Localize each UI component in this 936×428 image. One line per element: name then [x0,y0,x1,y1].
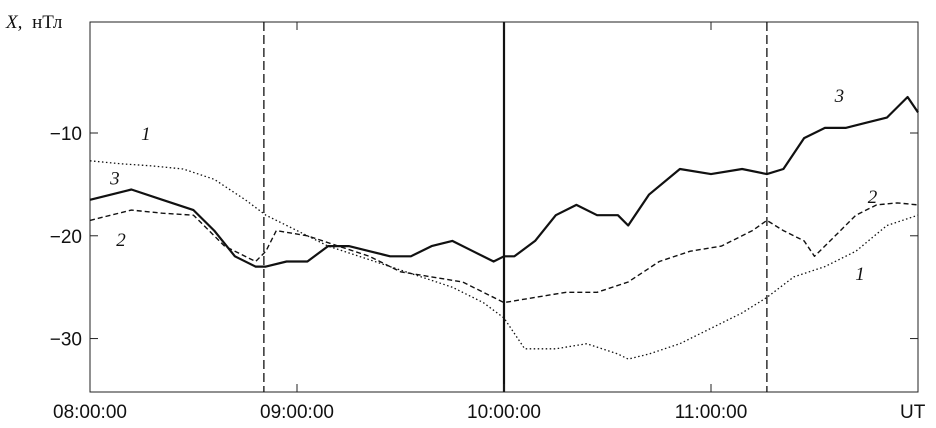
series-3-label: 3 [109,168,120,189]
axis-ticks: −10 −20 −30 08:00:00 09:00:00 10:00:00 11:00:0… [50,22,918,423]
series-1-label: 1 [855,264,865,285]
series-1-line [89,160,919,360]
y-axis-title: X, нТл [5,12,63,33]
series-3-label: 3 [834,86,845,107]
series-2-label: 2 [116,230,126,251]
y-tick-label: −20 [50,227,82,248]
y-axis-unit: нТл [32,12,63,33]
series-labels: 1 1 2 2 3 3 [109,86,878,285]
series-3-line [89,95,919,268]
series-layer [89,95,919,360]
x-axis-unit-label: UT [900,402,926,423]
y-tick-label: −10 [50,124,82,145]
series-1-label: 1 [141,124,151,145]
x-tick-label: 09:00:00 [260,402,334,423]
y-tick-label: −30 [50,330,82,351]
series-2-label: 2 [868,187,878,208]
vertical-markers [263,22,768,392]
x-tick-label: 11:00:00 [675,402,748,423]
y-axis-variable: X, [5,12,22,33]
x-tick-label: 08:00:00 [53,402,127,423]
x-tick-label: 10:00:00 [467,402,541,423]
series-2-line [89,202,919,304]
